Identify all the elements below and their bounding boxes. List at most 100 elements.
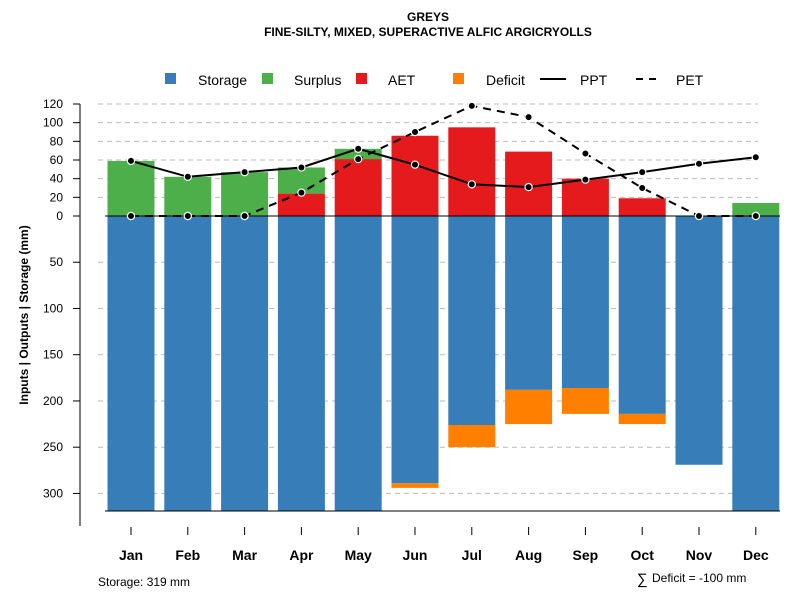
y-tick-label: 250	[43, 440, 63, 454]
pet-point	[410, 127, 420, 137]
deficit-bar	[561, 388, 609, 414]
deficit-note: Deficit = -100 mm	[652, 571, 746, 585]
ppt-point	[524, 182, 533, 192]
deficit-bar	[391, 483, 439, 488]
x-tick-label: Oct	[631, 547, 655, 563]
aet-bar	[448, 127, 496, 216]
surplus-bar	[107, 160, 155, 216]
legend-label: Surplus	[294, 72, 341, 88]
x-tick-label: May	[345, 547, 372, 563]
legend-swatch	[262, 73, 273, 84]
y-tick-label: 80	[50, 134, 64, 148]
x-tick-label: Sep	[573, 547, 599, 563]
pet-point	[524, 112, 533, 122]
ppt-point	[126, 156, 136, 166]
pet-point	[751, 211, 761, 221]
legend-label: AET	[388, 72, 416, 88]
x-tick-label: Jul	[462, 547, 482, 563]
legend-swatch	[356, 73, 367, 84]
storage-bar	[334, 216, 382, 511]
surplus-bar	[732, 202, 780, 216]
series-lines	[126, 101, 761, 221]
y-tick-label: 40	[50, 172, 64, 186]
legend-label: Deficit	[486, 72, 525, 88]
storage-bar	[448, 216, 496, 425]
legend: Storage Surplus AET Deficit PPT PET	[165, 72, 704, 88]
pet-point	[694, 211, 704, 221]
ppt-point	[638, 167, 647, 177]
storage-note: Storage: 319 mm	[98, 575, 190, 589]
ppt-point	[240, 167, 249, 177]
x-tick-label: Nov	[686, 547, 713, 563]
legend-label: PPT	[580, 72, 608, 88]
sum-symbol: ∑	[637, 571, 648, 588]
y-tick-label: 120	[43, 97, 63, 111]
storage-bar	[618, 216, 666, 414]
y-tick-label: 50	[50, 255, 64, 269]
y-tick-label: 100	[43, 301, 63, 315]
surplus-bar	[334, 148, 382, 160]
ppt-point	[410, 160, 420, 169]
ppt-point	[581, 175, 590, 184]
surplus-bar	[164, 176, 212, 216]
legend-swatch	[453, 73, 464, 84]
pet-line	[131, 104, 756, 217]
x-tick-label: Mar	[232, 547, 257, 563]
aet-bar	[334, 159, 382, 216]
pet-point	[183, 211, 192, 221]
storage-bar	[732, 216, 780, 511]
chart-title: GREYS	[407, 10, 449, 24]
pet-point	[126, 211, 136, 221]
aet-bar	[561, 178, 609, 216]
pet-point	[354, 154, 363, 164]
y-axis-label: Inputs | Outputs | Storage (mm)	[17, 225, 31, 404]
storage-bar	[221, 216, 269, 511]
y-tick-label: 150	[43, 348, 63, 362]
bars	[105, 127, 780, 512]
pet-point	[297, 188, 306, 197]
y-tick-label: 60	[50, 153, 64, 167]
ppt-point	[297, 163, 306, 172]
y-tick-label: 300	[43, 486, 63, 500]
y-tick-label: 200	[43, 394, 63, 408]
pet-point	[581, 149, 590, 158]
x-tick-label: Apr	[289, 547, 314, 563]
pet-point	[467, 101, 476, 111]
deficit-bar	[505, 389, 553, 425]
storage-bar	[164, 216, 212, 511]
ppt-point	[751, 152, 761, 162]
deficit-bar	[448, 424, 496, 448]
y-tick-label: 20	[50, 190, 64, 204]
storage-bar	[107, 216, 155, 511]
x-tick-label: Jun	[403, 547, 428, 563]
aet-bar	[277, 193, 325, 216]
ppt-point	[183, 172, 192, 181]
pet-point	[638, 183, 647, 193]
axes: 0 20 40 60 80 100 120 50 100 150 200 250 300 Jan Feb Ma…	[43, 97, 769, 563]
legend-label: Storage	[198, 72, 247, 88]
y-tick-label: 100	[43, 116, 63, 130]
x-tick-label: Aug	[515, 547, 542, 563]
storage-bar	[505, 216, 553, 390]
ppt-point	[354, 144, 363, 153]
legend-swatch	[165, 73, 176, 84]
x-tick-label: Jan	[119, 547, 143, 563]
deficit-bar	[618, 413, 666, 425]
storage-bar	[561, 216, 609, 389]
legend-label: PET	[676, 72, 704, 88]
ppt-line	[130, 147, 756, 189]
ppt-point	[694, 159, 704, 168]
ppt-point	[467, 180, 476, 189]
storage-bar	[675, 216, 723, 465]
x-tick-label: Dec	[743, 547, 769, 563]
x-tick-label: Feb	[175, 547, 200, 563]
aet-bar	[391, 135, 439, 216]
pet-point	[240, 211, 249, 221]
aet-bar	[618, 198, 666, 216]
y-tick-label: 0	[56, 209, 63, 223]
storage-bar	[277, 216, 325, 511]
chart-subtitle: FINE-SILTY, MIXED, SUPERACTIVE ALFIC ARG…	[264, 25, 592, 39]
storage-bar	[391, 216, 439, 484]
